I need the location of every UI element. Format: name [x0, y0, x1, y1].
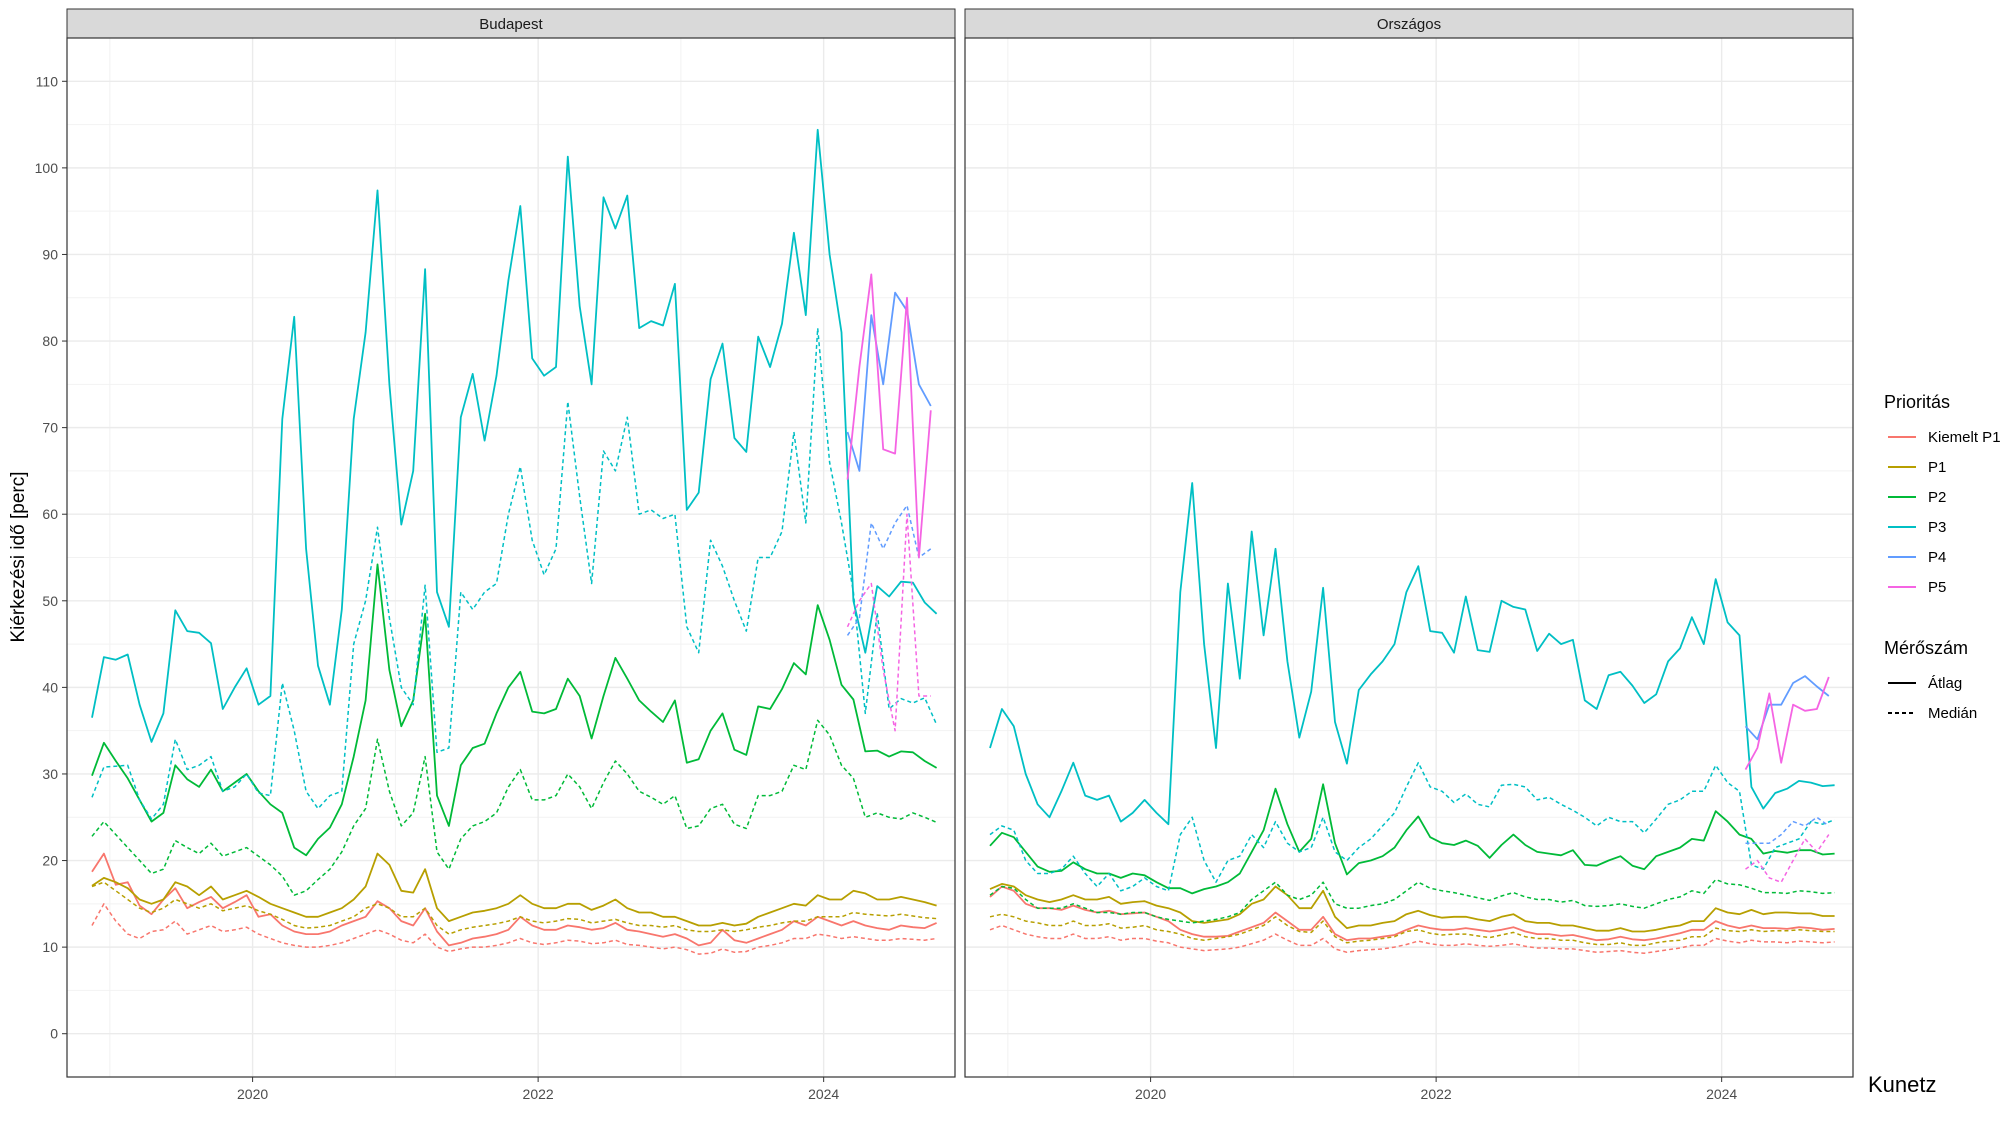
y-axis-label: Kiérkezési idő [perc]: [8, 471, 29, 642]
series-line-kp1-median-budapest: [91, 903, 937, 955]
legend-label: Medián: [1928, 705, 1977, 722]
legend-label: P3: [1928, 519, 1946, 536]
series-line-p4-median-orszagos: [1745, 816, 1830, 844]
series-line-p1-mean-orszagos: [989, 883, 1835, 933]
caption: Kunetz: [1868, 1072, 1937, 1097]
series-line-p3-median-orszagos: [989, 761, 1835, 892]
strip-budapest: [66, 8, 956, 39]
series-line-p5-median-orszagos: [1745, 834, 1830, 883]
x-axis: 2020 2022 2024 2020 2022 2024: [237, 1077, 1737, 1102]
y-tick-label: 60: [42, 506, 58, 522]
y-tick-label: 90: [42, 246, 58, 262]
series-line-p5-mean-orszagos: [1744, 676, 1830, 771]
plot-border-orszagos: [964, 37, 1854, 1078]
y-tick-label: 110: [36, 73, 59, 89]
series-line-p4-mean-budapest: [846, 291, 932, 472]
y-tick-label: 50: [42, 593, 58, 609]
series-line-kp1-median-orszagos: [989, 924, 1835, 954]
series-line-p4-median-budapest: [846, 504, 932, 636]
strip-label-orszagos: Országos: [1377, 16, 1441, 33]
series-line-p1-median-budapest: [91, 881, 937, 935]
series-line-p1-mean-budapest: [91, 852, 937, 927]
series-line-p3-median-budapest: [91, 327, 938, 820]
legend-color-keys: Kiemelt P1 P1 P2 P3 P4 P5: [1888, 429, 2000, 596]
legend-label: P1: [1928, 459, 1946, 476]
y-tick-label: 80: [42, 333, 58, 349]
legend-label: P4: [1928, 549, 1946, 566]
series-line-kp1-mean-orszagos: [989, 885, 1835, 942]
legend-linetype-title: Mérőszám: [1884, 638, 1968, 658]
y-tick-label: 10: [42, 939, 58, 955]
series-line-p5-mean-budapest: [846, 273, 932, 559]
series-line-p2-mean-orszagos: [989, 783, 1835, 895]
x-tick-label: 2020: [237, 1086, 268, 1102]
legend-label: P2: [1928, 489, 1946, 506]
legend-label: Átlag: [1928, 675, 1962, 692]
y-tick-label: 40: [42, 679, 58, 695]
y-tick-label: 30: [42, 766, 58, 782]
y-axis: 0 10 20 30 40 50 60 70 80 90 100 110: [35, 73, 67, 1042]
x-tick-label: 2022: [523, 1086, 554, 1102]
series-line-p2-median-budapest: [91, 719, 937, 896]
plot-border-budapest: [66, 37, 956, 1078]
y-tick-label: 20: [42, 853, 58, 869]
x-tick-label: 2024: [1706, 1086, 1737, 1102]
legend-color-title: Prioritás: [1884, 392, 1950, 412]
legend-label: P5: [1928, 579, 1946, 596]
panel-orszagos: Országos: [964, 8, 1854, 1078]
y-tick-label: 70: [42, 420, 58, 436]
x-tick-label: 2022: [1421, 1086, 1452, 1102]
series-line-p2-mean-budapest: [91, 563, 938, 857]
series-budapest: [91, 128, 938, 955]
series-line-p5-median-budapest: [846, 513, 931, 732]
panel-budapest: Budapest: [66, 8, 956, 1078]
legend-label: Kiemelt P1: [1928, 429, 2000, 446]
y-tick-label: 0: [50, 1026, 58, 1042]
series-orszagos: [989, 482, 1835, 954]
series-line-p3-mean-orszagos: [989, 482, 1835, 826]
x-tick-label: 2020: [1135, 1086, 1166, 1102]
grid-orszagos: [965, 37, 1853, 1077]
series-line-p4-mean-orszagos: [1744, 675, 1830, 741]
series-line-p3-mean-budapest: [91, 128, 938, 743]
strip-label-budapest: Budapest: [479, 16, 543, 33]
x-tick-label: 2024: [808, 1086, 839, 1102]
y-tick-label: 100: [35, 160, 59, 176]
legend-linetype-keys: Átlag Medián: [1888, 675, 1977, 722]
